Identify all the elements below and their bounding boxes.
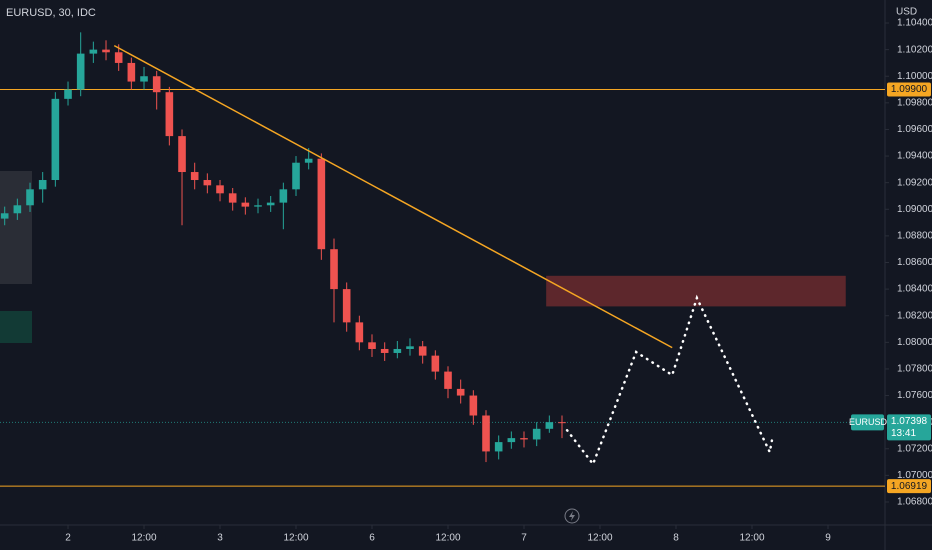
price-tag-label: 1.06919 xyxy=(891,481,928,492)
candle-body xyxy=(469,395,478,416)
candle-body xyxy=(380,348,389,353)
y-tick-label: 1.07600 xyxy=(897,390,932,401)
zone xyxy=(546,275,846,307)
candle-body xyxy=(216,185,224,194)
price-tag xyxy=(887,82,931,97)
candle-body xyxy=(431,355,440,372)
candle-body xyxy=(266,202,275,206)
candle-body xyxy=(76,53,85,90)
candle-body xyxy=(507,438,516,443)
candle-body xyxy=(317,158,326,250)
candle-body xyxy=(228,193,237,203)
candle-body xyxy=(494,442,503,452)
x-tick-label: 7 xyxy=(521,533,527,544)
candle-body xyxy=(355,322,364,343)
candle-body xyxy=(114,52,123,63)
candle-body xyxy=(89,49,98,54)
candle-body xyxy=(0,213,9,219)
candle-body xyxy=(520,438,528,440)
candle-body xyxy=(418,346,427,356)
candle-body xyxy=(368,342,376,349)
y-tick-label: 1.09000 xyxy=(897,204,932,215)
candle-body xyxy=(102,49,110,53)
candle-body xyxy=(140,76,148,82)
candle-body xyxy=(545,422,554,429)
side-box xyxy=(0,171,32,284)
candle-body xyxy=(190,172,199,181)
y-tick-label: 1.06800 xyxy=(897,497,932,508)
symbol-tag xyxy=(851,414,884,431)
candle-body xyxy=(241,202,250,207)
candle-body xyxy=(342,289,351,323)
icon[interactable] xyxy=(564,508,580,524)
candle-body xyxy=(64,89,72,99)
price-tag xyxy=(887,414,931,441)
candle-body xyxy=(330,249,338,290)
candle-body xyxy=(482,415,490,452)
candle-body xyxy=(532,428,541,440)
y-tick-label: 1.08800 xyxy=(897,231,932,242)
x-tick-label: 2 xyxy=(65,533,71,544)
y-tick-label: 1.08000 xyxy=(897,337,932,348)
candle-body xyxy=(456,388,465,396)
symbol-tag-label: EURUSD xyxy=(849,417,888,427)
candle-body xyxy=(152,76,161,93)
candle-body xyxy=(165,92,174,137)
y-tick-label: 1.07800 xyxy=(897,364,932,375)
y-tick-label: 1.09400 xyxy=(897,151,932,162)
x-tick-label: 6 xyxy=(369,533,375,544)
candle-body xyxy=(203,180,212,186)
chart-title: EURUSD, 30, IDC xyxy=(6,7,96,19)
candle-body xyxy=(127,62,136,82)
y-axis-label: USD xyxy=(896,7,917,18)
x-tick-label: 9 xyxy=(825,533,831,544)
price-tag-label: 1.09900 xyxy=(891,84,928,95)
countdown: 13:41 xyxy=(891,428,916,439)
x-tick-label: 12:00 xyxy=(283,533,308,544)
candle-body xyxy=(444,371,452,389)
y-tick-label: 1.09200 xyxy=(897,177,932,188)
x-tick-label: 12:00 xyxy=(435,533,460,544)
x-tick-label: 12:00 xyxy=(739,533,764,544)
candle-body xyxy=(13,205,22,214)
y-tick-label: 1.09800 xyxy=(897,97,932,108)
candle-body xyxy=(304,158,313,163)
x-tick-label: 3 xyxy=(217,533,223,544)
candle-body xyxy=(51,98,60,181)
y-tick-label: 1.08400 xyxy=(897,284,932,295)
x-tick-label: 12:00 xyxy=(587,533,612,544)
icon xyxy=(569,511,575,521)
candle-body xyxy=(393,348,402,353)
x-tick-label: 8 xyxy=(673,533,679,544)
side-box xyxy=(0,311,32,343)
y-tick-label: 1.08600 xyxy=(897,257,932,268)
candle-body xyxy=(279,189,288,203)
y-tick-label: 1.09600 xyxy=(897,124,932,135)
candle-body xyxy=(38,180,47,190)
trendline xyxy=(113,44,673,349)
y-tick-label: 1.10200 xyxy=(897,44,932,55)
y-tick-label: 1.07200 xyxy=(897,443,932,454)
candle-body xyxy=(406,346,414,349)
x-tick-label: 12:00 xyxy=(132,533,157,544)
y-tick-label: 1.07000 xyxy=(897,470,932,481)
price-tag xyxy=(887,479,931,494)
y-tick-label: 1.08200 xyxy=(897,310,932,321)
y-tick-label: 1.10000 xyxy=(897,71,932,82)
candle-body xyxy=(558,422,566,424)
candle-body xyxy=(254,205,262,207)
candle-body xyxy=(178,136,186,173)
candle-body xyxy=(292,162,300,190)
y-tick-label: 1.10400 xyxy=(897,18,932,29)
price-tag-label: 1.07398 xyxy=(891,416,928,427)
candle-body xyxy=(26,189,34,206)
